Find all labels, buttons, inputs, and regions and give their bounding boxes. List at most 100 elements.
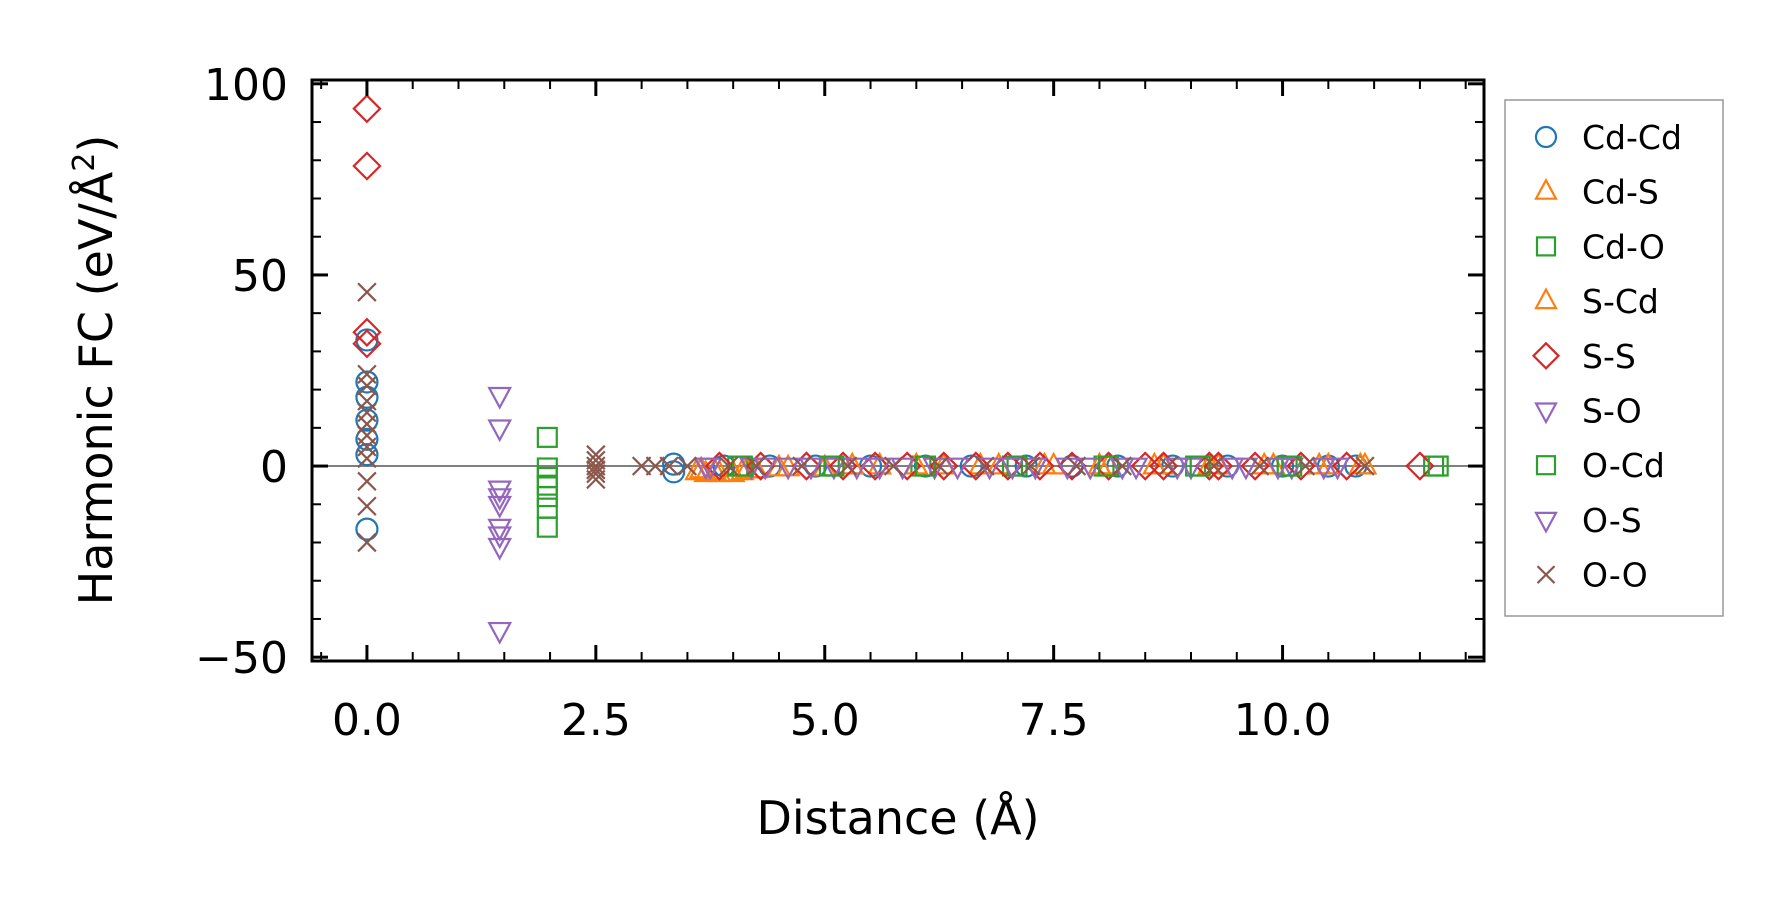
y-axis-label-end: ): [69, 135, 123, 153]
tick-labels: 0.0 2.5 5.0 7.5 10.0 −50 0 50 100: [195, 60, 1331, 746]
data-point: [1123, 457, 1149, 481]
data-point: [645, 456, 666, 476]
data-point: [839, 451, 865, 475]
data-point: [1109, 457, 1135, 481]
data-point: [536, 486, 558, 508]
data-point: [1233, 457, 1259, 481]
data-point: [487, 526, 513, 550]
data-point: [352, 329, 382, 359]
data-point: [837, 456, 858, 476]
x-tick-label: 0.0: [332, 695, 402, 746]
legend-marker: [1534, 511, 1558, 534]
data-point: [487, 386, 513, 410]
data-point: [945, 457, 970, 481]
data-point: [357, 496, 377, 516]
y-tick-label: 50: [232, 251, 288, 302]
data-point: [536, 426, 558, 448]
legend-marker: [1536, 565, 1556, 584]
legend-label: O-O: [1582, 556, 1648, 595]
y-tick-label: −50: [195, 633, 288, 684]
data-point: [1249, 456, 1270, 476]
data-points: [352, 93, 1449, 645]
data-point: [914, 455, 937, 477]
legend-marker: [1534, 287, 1558, 310]
data-point: [883, 456, 904, 476]
data-point: [487, 621, 513, 645]
data-point: [792, 456, 812, 476]
data-point: [1219, 457, 1245, 481]
data-point: [586, 469, 606, 490]
data-point: [821, 457, 847, 481]
data-point: [1077, 457, 1103, 481]
data-point: [536, 474, 558, 496]
legend: Cd-Cd Cd-S Cd-O S-Cd S-S S-O O-Cd O-S O-O: [1504, 99, 1724, 617]
data-point: [746, 456, 766, 476]
data-point: [357, 376, 377, 396]
y-axis-label: Harmonic FC (eV/Å2): [67, 135, 123, 606]
x-tick-label: 5.0: [790, 695, 860, 746]
data-point: [487, 419, 513, 443]
data-point: [487, 495, 513, 519]
data-point: [1098, 455, 1120, 477]
legend-frame: [1504, 99, 1724, 617]
data-point: [355, 370, 379, 394]
data-point: [1295, 456, 1316, 476]
y-tick-label: 100: [204, 60, 288, 111]
legend-marker: [1534, 402, 1558, 425]
x-tick-label: 7.5: [1019, 695, 1089, 746]
data-point: [536, 497, 558, 519]
y-axis-label-superscript: 2: [67, 153, 102, 172]
data-point: [677, 456, 698, 476]
data-point: [1279, 457, 1305, 481]
data-point: [858, 454, 883, 478]
legend-marker: [1534, 125, 1558, 149]
data-point: [1142, 451, 1167, 475]
data-point: [536, 516, 558, 538]
data-point: [1325, 457, 1350, 481]
data-point: [1204, 456, 1224, 476]
data-point: [867, 457, 893, 481]
data-point: [731, 455, 753, 477]
data-point: [697, 457, 723, 481]
x-tick-label: 10.0: [1234, 695, 1332, 746]
data-point: [1265, 457, 1291, 481]
legend-label: O-S: [1582, 501, 1642, 540]
data-point: [975, 456, 995, 476]
data-point: [631, 456, 652, 476]
data-point: [586, 464, 606, 484]
data-point: [959, 454, 983, 478]
data-point: [704, 451, 735, 481]
series-S-O: [487, 386, 1350, 645]
legend-label: O-Cd: [1582, 446, 1665, 485]
series-S-S: [352, 93, 1435, 481]
data-point: [357, 282, 377, 302]
data-point: [659, 456, 679, 476]
legend-label: S-O: [1582, 392, 1642, 431]
data-point: [487, 488, 513, 512]
data-point: [1189, 455, 1211, 477]
data-point: [1022, 457, 1048, 481]
legend-marker: [1531, 341, 1561, 370]
data-point: [352, 317, 382, 347]
legend-label: Cd-S: [1582, 173, 1659, 212]
data-point: [355, 408, 379, 432]
data-point: [1021, 456, 1041, 476]
data-point: [823, 455, 845, 477]
data-point: [357, 532, 377, 553]
legend-marker: [1535, 236, 1557, 257]
data-point: [775, 457, 801, 481]
data-point: [1348, 451, 1373, 475]
data-point: [1006, 455, 1028, 477]
legend-label: Cd-Cd: [1582, 118, 1682, 157]
data-point: [1427, 455, 1449, 477]
data-point: [1066, 456, 1087, 476]
data-point: [586, 460, 606, 480]
axis-ticks: [312, 80, 1484, 661]
legend-marker: [1535, 455, 1557, 476]
series-Cd-Cd: [355, 328, 1368, 541]
series-O-O: [357, 282, 1375, 553]
data-point: [718, 456, 739, 476]
data-point: [1311, 457, 1337, 481]
data-point: [355, 442, 379, 467]
data-point: [1000, 457, 1025, 481]
